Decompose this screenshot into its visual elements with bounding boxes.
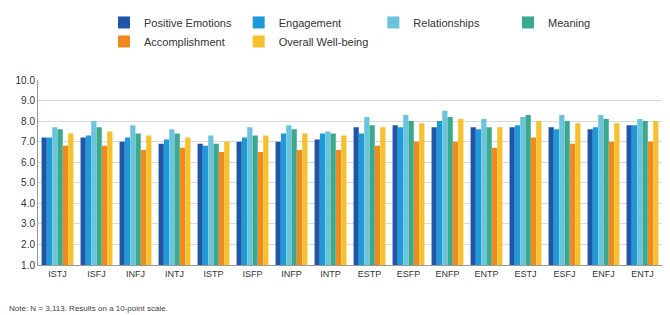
svg-text:5.0: 5.0 — [21, 177, 35, 188]
svg-text:ESFP: ESFP — [397, 269, 421, 279]
svg-text:6.0: 6.0 — [21, 157, 35, 168]
svg-text:Positive Emotions: Positive Emotions — [144, 17, 232, 29]
svg-text:Accomplishment: Accomplishment — [144, 36, 225, 48]
svg-text:INFJ: INFJ — [126, 269, 145, 279]
svg-text:ENTP: ENTP — [474, 269, 498, 279]
svg-text:Overall Well-being: Overall Well-being — [279, 36, 369, 48]
svg-text:Meaning: Meaning — [548, 17, 590, 29]
svg-text:ENTJ: ENTJ — [631, 269, 654, 279]
svg-text:3.0: 3.0 — [21, 218, 35, 229]
svg-text:ESTP: ESTP — [358, 269, 382, 279]
svg-text:ISTP: ISTP — [203, 269, 223, 279]
svg-text:ESTJ: ESTJ — [514, 269, 536, 279]
svg-text:8.0: 8.0 — [21, 116, 35, 127]
svg-text:4.0: 4.0 — [21, 198, 35, 209]
svg-text:ISTJ: ISTJ — [48, 269, 67, 279]
svg-text:ISFJ: ISFJ — [87, 269, 106, 279]
svg-text:7.0: 7.0 — [21, 136, 35, 147]
svg-text:ENFJ: ENFJ — [592, 269, 615, 279]
svg-text:Engagement: Engagement — [279, 17, 341, 29]
svg-text:2.0: 2.0 — [21, 239, 35, 250]
svg-text:ENFP: ENFP — [435, 269, 459, 279]
svg-text:INTP: INTP — [320, 269, 341, 279]
svg-text:ISFP: ISFP — [242, 269, 262, 279]
svg-text:Note: N = 3,113. Results on a: Note: N = 3,113. Results on a 10-point s… — [9, 304, 168, 313]
svg-text:9.0: 9.0 — [21, 95, 35, 106]
svg-text:INTJ: INTJ — [165, 269, 184, 279]
svg-text:ESFJ: ESFJ — [553, 269, 575, 279]
svg-text:1.0: 1.0 — [21, 260, 35, 271]
svg-text:INFP: INFP — [281, 269, 302, 279]
svg-text:Relationships: Relationships — [413, 17, 480, 29]
svg-text:10.0: 10.0 — [16, 75, 36, 86]
